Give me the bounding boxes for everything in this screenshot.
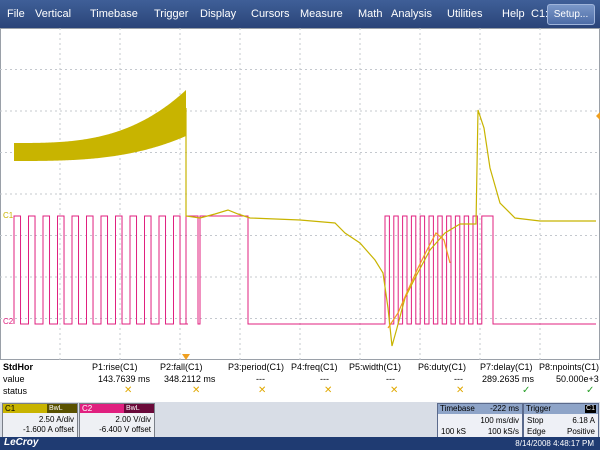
ch2-waveform (13, 215, 596, 325)
measure-value-p8: 50.000e+3 (556, 374, 599, 384)
row-label-value: value (3, 374, 25, 384)
menu-file[interactable]: File (7, 8, 25, 20)
measure-value-p4: --- (320, 374, 329, 384)
trigger-level: 6.18 A (572, 416, 595, 425)
status-mark-p2: ✕ (192, 385, 201, 396)
ch2-label: C2 (82, 404, 93, 413)
menu-cursors[interactable]: Cursors (251, 8, 290, 20)
trigger-mode: Stop (527, 416, 544, 425)
timebase-panel[interactable]: Timebase -222 ms 100 ms/div 100 kS 100 k… (437, 403, 523, 438)
lecroy-logo: LeCroy (4, 437, 39, 448)
trigger-source: C1 (585, 405, 596, 413)
measure-value-p5: --- (386, 374, 395, 384)
status-mark-p3: ✕ (258, 385, 267, 396)
measure-value-p1: 143.7639 ms (98, 374, 151, 384)
menu-math[interactable]: Math (358, 8, 383, 20)
status-mark-p8: ✓ (586, 385, 595, 396)
status-mark-p5: ✕ (390, 385, 399, 396)
trigger-header: Trigger C1 (524, 404, 598, 414)
ch2-offset: -6.400 V offset (99, 425, 151, 434)
menu-vertical[interactable]: Vertical (35, 8, 72, 20)
ch2-descriptor[interactable]: C2 BwL DC1M 2.00 V/div -6.400 V offset (79, 403, 155, 438)
ch1-offset: -1.600 A offset (22, 425, 74, 434)
menu-bar: File Vertical Timebase Trigger Display C… (0, 0, 600, 28)
menu-display[interactable]: Display (200, 8, 237, 20)
orange-overlay-waveform (387, 232, 451, 329)
trigger-title: Trigger (526, 404, 552, 413)
measure-header-p7[interactable]: P7:delay(C1) (480, 362, 533, 372)
measure-header-p6[interactable]: P6:duty(C1) (418, 362, 467, 372)
date-time: 8/14/2008 4:48:17 PM (515, 439, 594, 448)
measure-header-p8[interactable]: P8:npoints(C1) (539, 362, 600, 372)
setup-button[interactable]: Setup... (547, 4, 595, 25)
measure-header-p4[interactable]: P4:freq(C1) (291, 362, 338, 372)
measurement-table: StdHor value status P1:rise(C1) P2:fall(… (0, 360, 600, 402)
measure-header-p2[interactable]: P2:fall(C1) (160, 362, 203, 372)
waveform-display[interactable]: C1 C2 (0, 28, 600, 360)
trigger-slope: Positive (566, 427, 595, 436)
status-mark-p7: ✓ (522, 385, 531, 396)
measure-header-p1[interactable]: P1:rise(C1) (92, 362, 138, 372)
measure-value-p2: 348.2112 ms (164, 374, 216, 384)
row-label-stdhor: StdHor (3, 362, 33, 372)
trigger-position-arrow[interactable] (182, 354, 190, 360)
trigger-panel[interactable]: Trigger C1 Stop 6.18 A Edge Positive (523, 403, 599, 438)
channel-indicator: C1: (531, 8, 549, 20)
timebase-samples: 100 kS (441, 427, 466, 436)
timebase-per-div: 100 ms/div (480, 416, 519, 425)
timebase-title: Timebase (440, 404, 475, 413)
ch1-label: C1 (5, 404, 16, 413)
menu-trigger[interactable]: Trigger (154, 8, 189, 20)
ch2-coupling-tag: BwL DC1M (124, 404, 154, 421)
graticule (0, 28, 600, 360)
ch1-descriptor[interactable]: C1 BwL DC1M 2.50 A/div -1.600 A offset (2, 403, 78, 438)
status-mark-p6: ✕ (456, 385, 465, 396)
measure-header-p5[interactable]: P5:width(C1) (349, 362, 402, 372)
measure-header-p3[interactable]: P3:period(C1) (228, 362, 285, 372)
timebase-sample-rate: 100 kS/s (487, 427, 519, 436)
ch1-waveform (185, 108, 596, 347)
ch1-noise-band (14, 90, 186, 161)
menu-help[interactable]: Help (502, 8, 525, 20)
trigger-type: Edge (527, 427, 546, 436)
menu-analysis[interactable]: Analysis (391, 8, 432, 20)
timebase-header: Timebase -222 ms (438, 404, 522, 414)
trigger-level-arrow[interactable] (596, 112, 600, 120)
status-bar: LeCroy 8/14/2008 4:48:17 PM (0, 437, 600, 450)
ch1-coupling-tag: BwL DC1M (47, 404, 77, 421)
status-mark-p4: ✕ (324, 385, 333, 396)
timebase-delay: -222 ms (490, 404, 519, 413)
menu-timebase[interactable]: Timebase (90, 8, 138, 20)
ch1-descriptor-header: C1 (3, 404, 77, 413)
status-mark-p1: ✕ (124, 385, 133, 396)
ch2-descriptor-header: C2 (80, 404, 154, 413)
ch2-scale: 2.00 V/div (115, 415, 151, 424)
menu-measure[interactable]: Measure (300, 8, 343, 20)
menu-utilities[interactable]: Utilities (447, 8, 483, 20)
measure-value-p7: 289.2635 ms (482, 374, 535, 384)
ch1-scale: 2.50 A/div (38, 415, 74, 424)
ch1-level-marker[interactable]: C1 (3, 211, 14, 220)
ch2-level-marker[interactable]: C2 (3, 317, 14, 326)
measure-value-p6: --- (454, 374, 463, 384)
waveform-svg: C1 C2 (0, 28, 600, 360)
measure-value-p3: --- (256, 374, 265, 384)
row-label-status: status (3, 386, 28, 396)
